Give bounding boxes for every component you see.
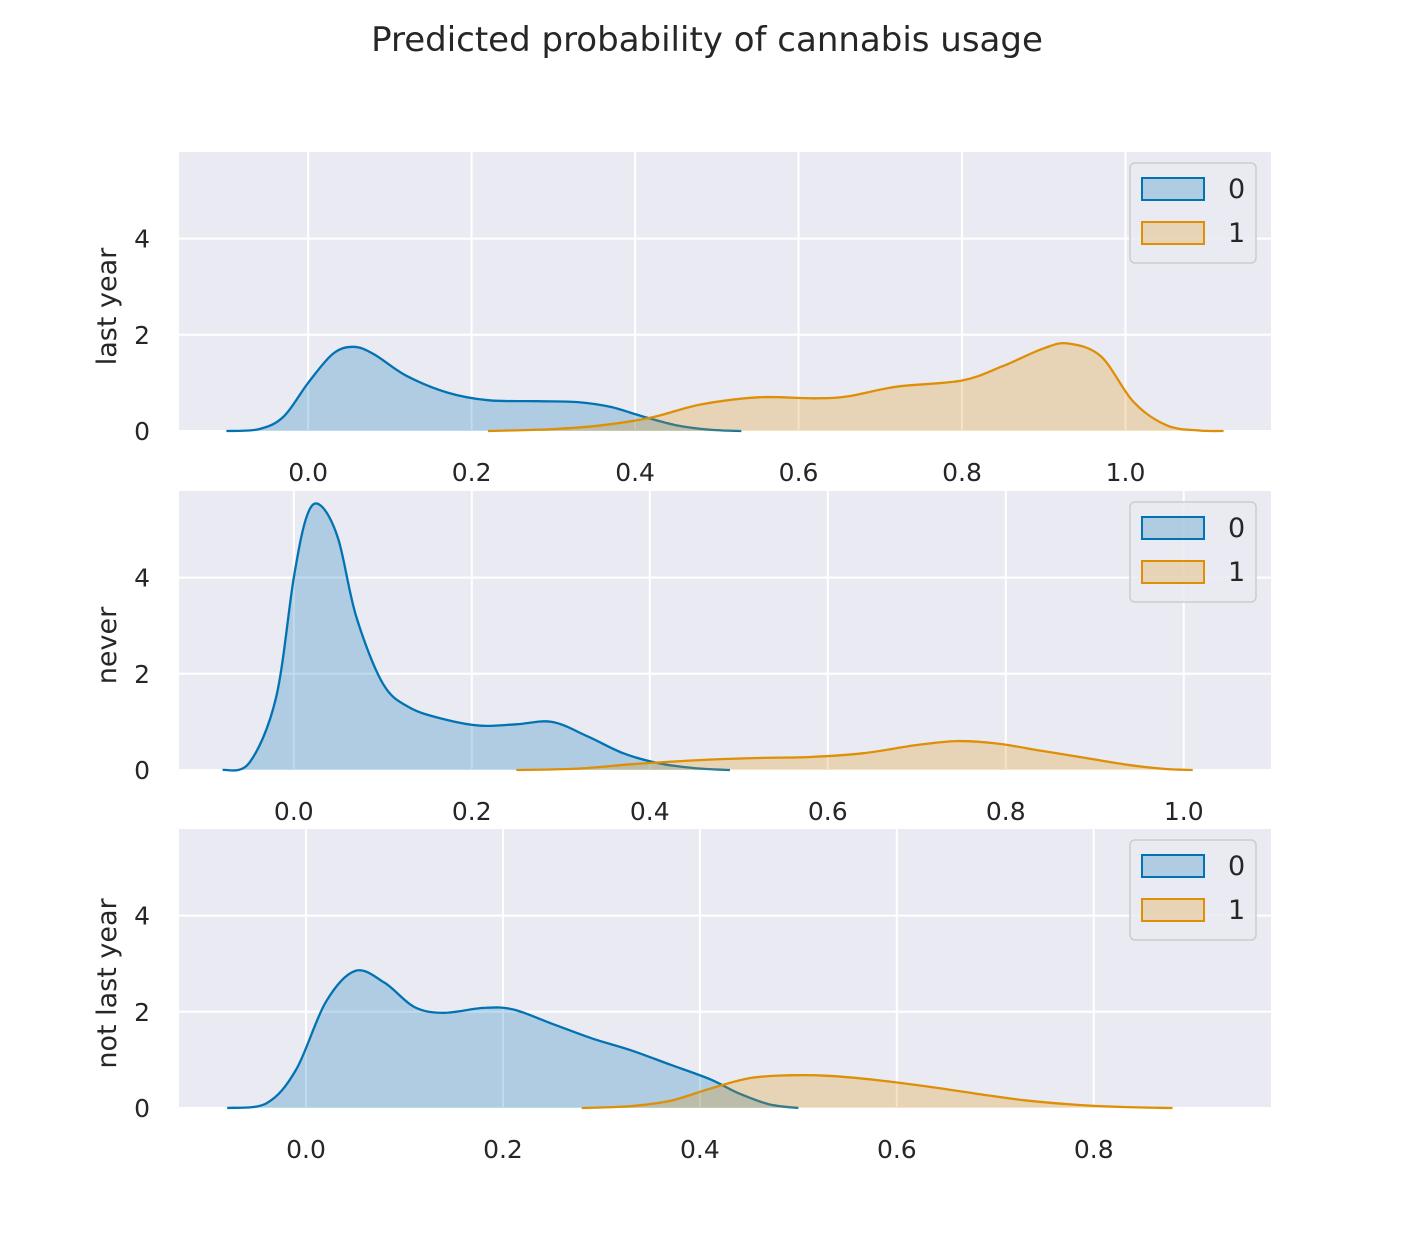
x-tick-label: 0.8 [942, 458, 982, 487]
legend-box [1129, 839, 1257, 941]
x-tick-label: 0.4 [615, 458, 655, 487]
density-line-0 [227, 969, 799, 1110]
y-tick-label: 0 [134, 1094, 150, 1123]
density-line-0 [226, 345, 742, 433]
legend: 01 [1129, 162, 1257, 264]
x-tick-label: 1.0 [1106, 458, 1146, 487]
legend-label-0: 0 [1228, 174, 1245, 205]
y-tick-label: 0 [134, 417, 150, 446]
density-fill-0 [222, 503, 730, 771]
legend-swatch-0 [1141, 177, 1205, 201]
plot-area [179, 829, 1271, 1108]
legend-swatch-1 [1141, 560, 1205, 584]
legend-swatch-0 [1141, 516, 1205, 540]
legend-swatch-0 [1141, 854, 1205, 878]
x-tick-label: 0.8 [986, 797, 1026, 826]
x-tick-label: 0.2 [452, 797, 492, 826]
density-line-1 [581, 1073, 1173, 1110]
x-tick-label: 0.6 [877, 1135, 917, 1164]
x-tick-label: 0.0 [274, 797, 314, 826]
x-tick-label: 0.6 [808, 797, 848, 826]
legend-label-0: 0 [1228, 513, 1245, 544]
legend-label-0: 0 [1228, 851, 1245, 882]
density-line-0 [222, 502, 730, 772]
legend-label-1: 1 [1228, 895, 1245, 926]
legend: 01 [1129, 839, 1257, 941]
y-axis-label: not last year [92, 897, 123, 1068]
x-tick-label: 0.2 [452, 458, 492, 487]
figure-title: Predicted probability of cannabis usage [371, 20, 1043, 60]
x-tick-label: 0.0 [286, 1135, 326, 1164]
legend-label-1: 1 [1228, 557, 1245, 588]
plot-area [179, 152, 1271, 431]
density-line-1 [487, 341, 1224, 433]
y-tick-label: 2 [134, 321, 150, 350]
y-tick-label: 4 [134, 564, 150, 593]
x-tick-label: 0.6 [779, 458, 819, 487]
y-tick-label: 2 [134, 998, 150, 1027]
legend-box [1129, 162, 1257, 264]
y-tick-label: 4 [134, 902, 150, 931]
x-tick-label: 1.0 [1164, 797, 1204, 826]
density-fill-0 [226, 346, 742, 431]
x-tick-label: 0.8 [1074, 1135, 1114, 1164]
legend-swatch-1 [1141, 221, 1205, 245]
legend: 01 [1129, 501, 1257, 603]
legend-box [1129, 501, 1257, 603]
y-tick-label: 0 [134, 756, 150, 785]
y-tick-label: 2 [134, 660, 150, 689]
legend-swatch-1 [1141, 898, 1205, 922]
y-axis-label: never [92, 606, 123, 684]
density-line-1 [516, 739, 1193, 772]
y-tick-label: 4 [134, 225, 150, 254]
x-tick-label: 0.0 [288, 458, 328, 487]
density-fill-0 [227, 970, 799, 1108]
density-fill-1 [488, 343, 1224, 432]
x-tick-label: 0.4 [680, 1135, 720, 1164]
y-axis-label: last year [92, 247, 123, 365]
x-tick-label: 0.4 [630, 797, 670, 826]
x-tick-label: 0.2 [483, 1135, 523, 1164]
legend-label-1: 1 [1228, 218, 1245, 249]
